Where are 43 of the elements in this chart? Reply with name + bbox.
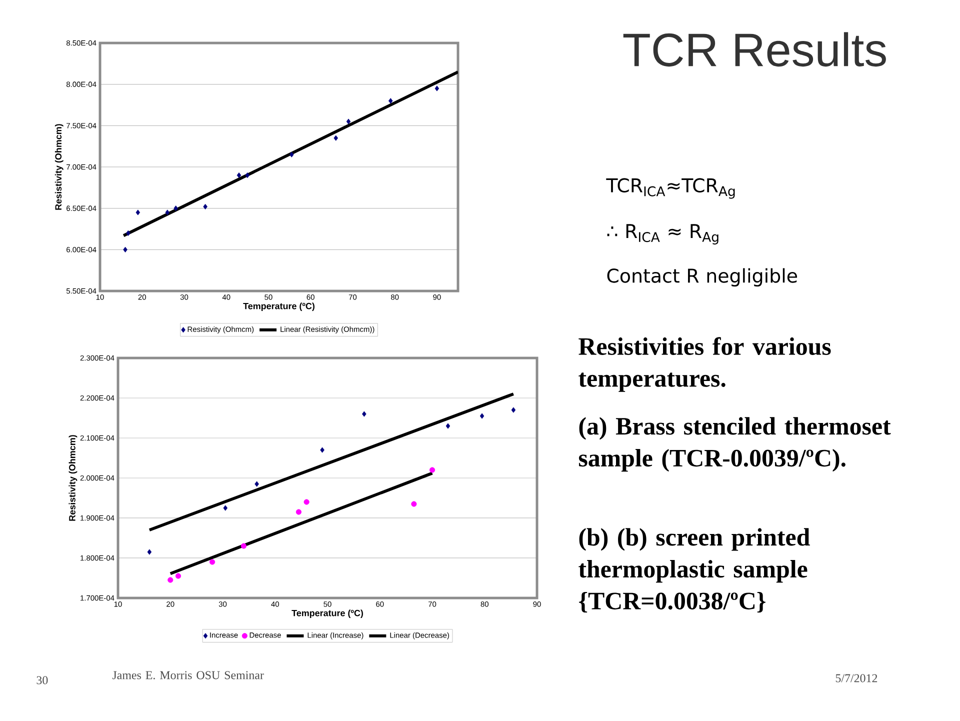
point — [304, 499, 310, 505]
point — [290, 152, 294, 158]
text: ∴ R$_{ICA}$ ≈ R$_{Ag}$ — [607, 224, 718, 244]
point — [511, 407, 516, 413]
point — [203, 204, 208, 210]
point — [223, 505, 228, 511]
point — [429, 467, 436, 473]
point — [245, 172, 250, 178]
point — [434, 86, 440, 92]
text: TCR Results — [623, 32, 886, 67]
point — [446, 423, 450, 429]
text: Contact R negligible — [607, 268, 798, 286]
point — [334, 135, 338, 141]
point — [174, 206, 178, 212]
text: (b) (b) screen printed thermoplastic sample {TCR=0.0038/ºC} — [578, 528, 810, 613]
text: (a) Brass stenciled thermoset sample (TCR-0.0039/ºC). — [578, 417, 891, 472]
point — [411, 501, 417, 507]
text: James E. Morris OSU Seminar — [112, 671, 264, 680]
point — [240, 543, 246, 549]
point — [362, 411, 366, 417]
point — [296, 509, 302, 515]
y-axis-title: Resistivity (Ohmcm) — [68, 435, 78, 521]
point — [147, 549, 152, 555]
x-axis-title: Temperature (ºC) — [243, 302, 314, 312]
text: Resistivities for various temperatures. — [578, 337, 831, 392]
point — [209, 559, 216, 565]
point — [168, 577, 174, 583]
point — [388, 98, 393, 104]
text: 30 — [36, 676, 48, 684]
point — [165, 210, 170, 216]
text: TCR$_{ICA}$≈TCR$_{Ag}$ — [606, 178, 735, 199]
point — [320, 447, 324, 453]
point — [175, 573, 182, 579]
point — [236, 172, 242, 178]
point — [480, 413, 484, 419]
point — [136, 210, 140, 216]
point — [254, 481, 259, 487]
x-axis-title: Temperature (ºC) — [292, 610, 363, 618]
point — [346, 118, 351, 124]
point — [126, 230, 130, 236]
point — [123, 246, 128, 252]
y-axis-title: Resistivity (Ohmcm) — [54, 124, 64, 210]
text: 5/7/2012 — [836, 674, 878, 682]
